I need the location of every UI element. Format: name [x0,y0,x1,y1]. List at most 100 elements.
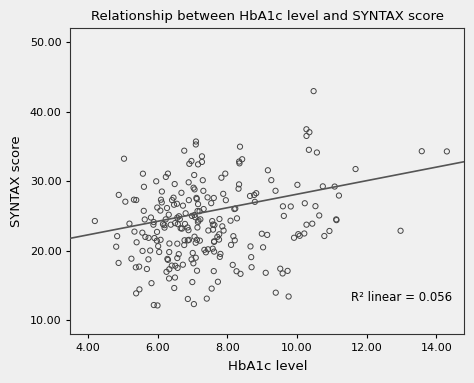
Point [155,249,163,255]
Point [185,161,193,167]
Point [191,186,198,192]
Point [233,215,241,221]
Point [181,221,189,227]
Point [121,199,129,205]
Point [141,216,148,223]
Point [115,192,123,198]
Point [191,212,198,218]
Point [171,275,179,281]
Point [306,129,313,135]
Text: R² linear = 0.056: R² linear = 0.056 [351,291,453,304]
Point [210,239,218,245]
Point [190,301,198,307]
Point [178,226,186,232]
Point [194,208,201,214]
Point [267,177,275,183]
Point [174,221,182,227]
Point [309,221,316,227]
Point [237,271,244,277]
Point [333,217,340,223]
Point [315,213,323,219]
Point [236,160,243,167]
Point [194,201,202,207]
Point [193,268,201,274]
Point [155,243,162,249]
Point [185,179,192,185]
Point [214,234,221,240]
Point [276,266,284,272]
Point [221,170,229,177]
Point [146,247,154,254]
Point [172,263,179,269]
Point [143,266,151,272]
Point [209,218,216,224]
Point [272,290,280,296]
Point [168,197,176,203]
Point [171,181,179,187]
Point [197,216,204,223]
Point [142,234,149,240]
Point [209,221,217,228]
Point [209,227,217,233]
Point [165,241,173,247]
Point [247,254,255,260]
Point [170,195,177,201]
Point [216,254,224,260]
Point [219,191,227,197]
Point [171,285,178,291]
Point [181,147,188,154]
Point [272,188,279,194]
Point [173,201,181,207]
Y-axis label: SYNTAX score: SYNTAX score [10,135,23,227]
Point [199,177,207,183]
Point [303,133,310,139]
Point [189,250,197,256]
Point [156,208,164,214]
Point [163,205,171,211]
Point [165,275,173,282]
Point [132,197,140,203]
Point [140,184,148,190]
Point [290,235,298,241]
Point [167,222,174,228]
Point [179,203,187,209]
Point [264,232,271,238]
Point [326,228,333,234]
Point [164,257,172,263]
Point [246,243,254,249]
Point [188,158,195,164]
Point [293,182,301,188]
Point [397,228,404,234]
Point [285,293,292,300]
Point [264,167,272,173]
Point [235,186,242,192]
Point [115,260,122,266]
Point [208,200,215,206]
Point [176,216,183,222]
Point [131,229,138,235]
Point [157,197,165,203]
Point [192,195,200,201]
Point [262,270,270,276]
Point [203,296,210,302]
Point [313,149,321,155]
Point [235,181,243,187]
Point [215,231,223,237]
Point [163,269,170,275]
Point [140,208,147,214]
Point [139,248,146,254]
Point [210,195,218,201]
Point [192,141,200,147]
Point [296,233,303,239]
Point [165,249,173,255]
Point [153,237,161,244]
Point [190,185,197,191]
Point [161,224,168,231]
Point [250,192,258,198]
Point [443,148,451,154]
Point [352,166,359,172]
Point [204,246,212,252]
Point [195,218,202,224]
Point [253,190,260,196]
Point [185,227,192,233]
